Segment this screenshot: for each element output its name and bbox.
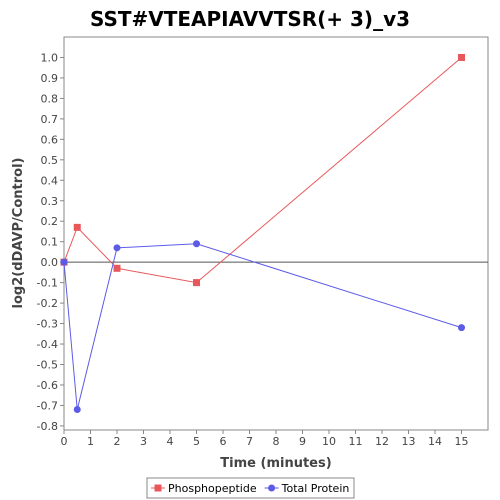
y-tick-label: 0.0 xyxy=(41,256,59,269)
y-axis: -0.8 -0.7 -0.6 -0.5 -0.4 -0.3 -0.2 -0.1 0.0 0.1 0.… xyxy=(37,51,64,433)
x-tick-label: 12 xyxy=(375,435,389,448)
y-tick-label: 0.3 xyxy=(41,195,59,208)
x-tick-label: 7 xyxy=(246,435,253,448)
x-tick-label: 9 xyxy=(299,435,306,448)
data-point xyxy=(113,244,121,252)
x-tick-label: 1 xyxy=(87,435,94,448)
x-tick-label: 13 xyxy=(402,435,416,448)
x-tick-label: 2 xyxy=(114,435,121,448)
legend-box xyxy=(146,477,355,499)
data-point xyxy=(193,240,200,248)
x-tick-label: 10 xyxy=(322,435,336,448)
legend-marker xyxy=(268,484,276,492)
legend-item: Total Protein xyxy=(264,482,350,495)
y-tick-label: 0.2 xyxy=(41,215,59,228)
y-tick-label: -0.2 xyxy=(37,297,58,310)
plot-area xyxy=(63,36,489,431)
x-axis-label: Time (minutes) xyxy=(220,456,331,471)
legend-label: Total Protein xyxy=(281,482,350,495)
data-point xyxy=(193,279,200,287)
legend-item: Phosphopeptide xyxy=(151,482,257,495)
data-point xyxy=(458,53,465,61)
x-tick-label: 11 xyxy=(349,435,363,448)
y-tick-label: 0.7 xyxy=(41,113,59,126)
y-tick-label: 1.0 xyxy=(41,51,59,64)
data-point xyxy=(73,223,81,231)
x-tick-label: 6 xyxy=(220,435,227,448)
x-tick-label: 8 xyxy=(273,435,280,448)
data-point xyxy=(73,406,81,414)
y-tick-label: -0.1 xyxy=(37,277,58,290)
y-tick-label: -0.8 xyxy=(37,420,58,433)
x-tick-label: 14 xyxy=(428,435,442,448)
data-point xyxy=(60,258,68,266)
legend-marker xyxy=(154,484,162,492)
data-point xyxy=(113,264,121,272)
x-tick-label: 5 xyxy=(193,435,200,448)
data-point xyxy=(458,324,465,332)
series-layer xyxy=(60,53,465,414)
y-tick-label: -0.3 xyxy=(37,318,58,331)
chart-title: SST#VTEAPIAVVTSR(+ 3)_v3 xyxy=(90,7,410,31)
y-tick-label: 0.1 xyxy=(41,236,59,249)
x-tick-label: 15 xyxy=(455,435,469,448)
legend-label: Phosphopeptide xyxy=(168,482,257,495)
legend: Phosphopeptide Total Protein xyxy=(146,477,355,499)
y-tick-label: 0.9 xyxy=(41,72,59,85)
y-tick-label: 0.4 xyxy=(41,174,59,187)
y-tick-label: 0.8 xyxy=(41,92,59,105)
x-tick-label: 3 xyxy=(140,435,147,448)
y-tick-label: 0.6 xyxy=(41,133,59,146)
x-tick-label: 0 xyxy=(61,435,68,448)
y-tick-label: -0.6 xyxy=(37,379,58,392)
y-tick-label: -0.5 xyxy=(37,359,58,372)
y-axis-label: log2(dDAVP/Control) xyxy=(11,158,26,309)
x-tick-label: 4 xyxy=(167,435,174,448)
y-tick-label: 0.5 xyxy=(41,154,59,167)
y-tick-label: -0.7 xyxy=(37,399,58,412)
y-tick-label: -0.4 xyxy=(37,338,58,351)
series-total-protein xyxy=(60,240,465,414)
x-axis: 0 1 2 3 4 5 6 7 8 9 10 11 12 13 14 15 xyxy=(61,430,469,448)
